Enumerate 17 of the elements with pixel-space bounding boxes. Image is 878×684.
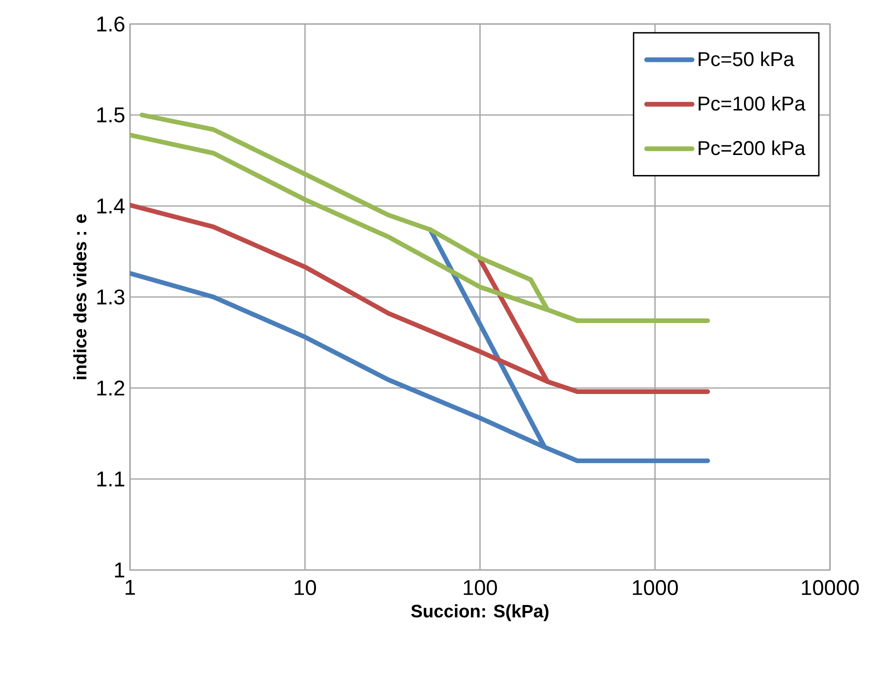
y-tick-label: 1.3	[97, 289, 124, 305]
legend-label: Pc=200 kPa	[698, 140, 806, 156]
x-tick-label: 1000	[632, 580, 678, 596]
y-tick-label: 1.1	[97, 472, 124, 486]
y-tick-label: 1.2	[97, 380, 124, 396]
x-tick-label: 1	[126, 580, 135, 595]
y-axis-title: indice des vides : e	[73, 214, 86, 380]
x-tick-label: 10000	[802, 580, 859, 596]
x-tick-label: 10	[294, 580, 316, 596]
y-tick-label: 1.5	[97, 108, 124, 122]
x-axis-title: Succion: S(kPa)	[411, 604, 548, 622]
legend-label: Pc=50 kPa	[698, 52, 794, 66]
x-tick-label: 100	[464, 580, 497, 596]
legend-label: Pc=100 kPa	[698, 96, 806, 111]
y-tick-label: 1.4	[97, 198, 125, 214]
y-tick-label: 1.6	[97, 16, 124, 32]
y-tick-label: 1	[115, 562, 124, 578]
